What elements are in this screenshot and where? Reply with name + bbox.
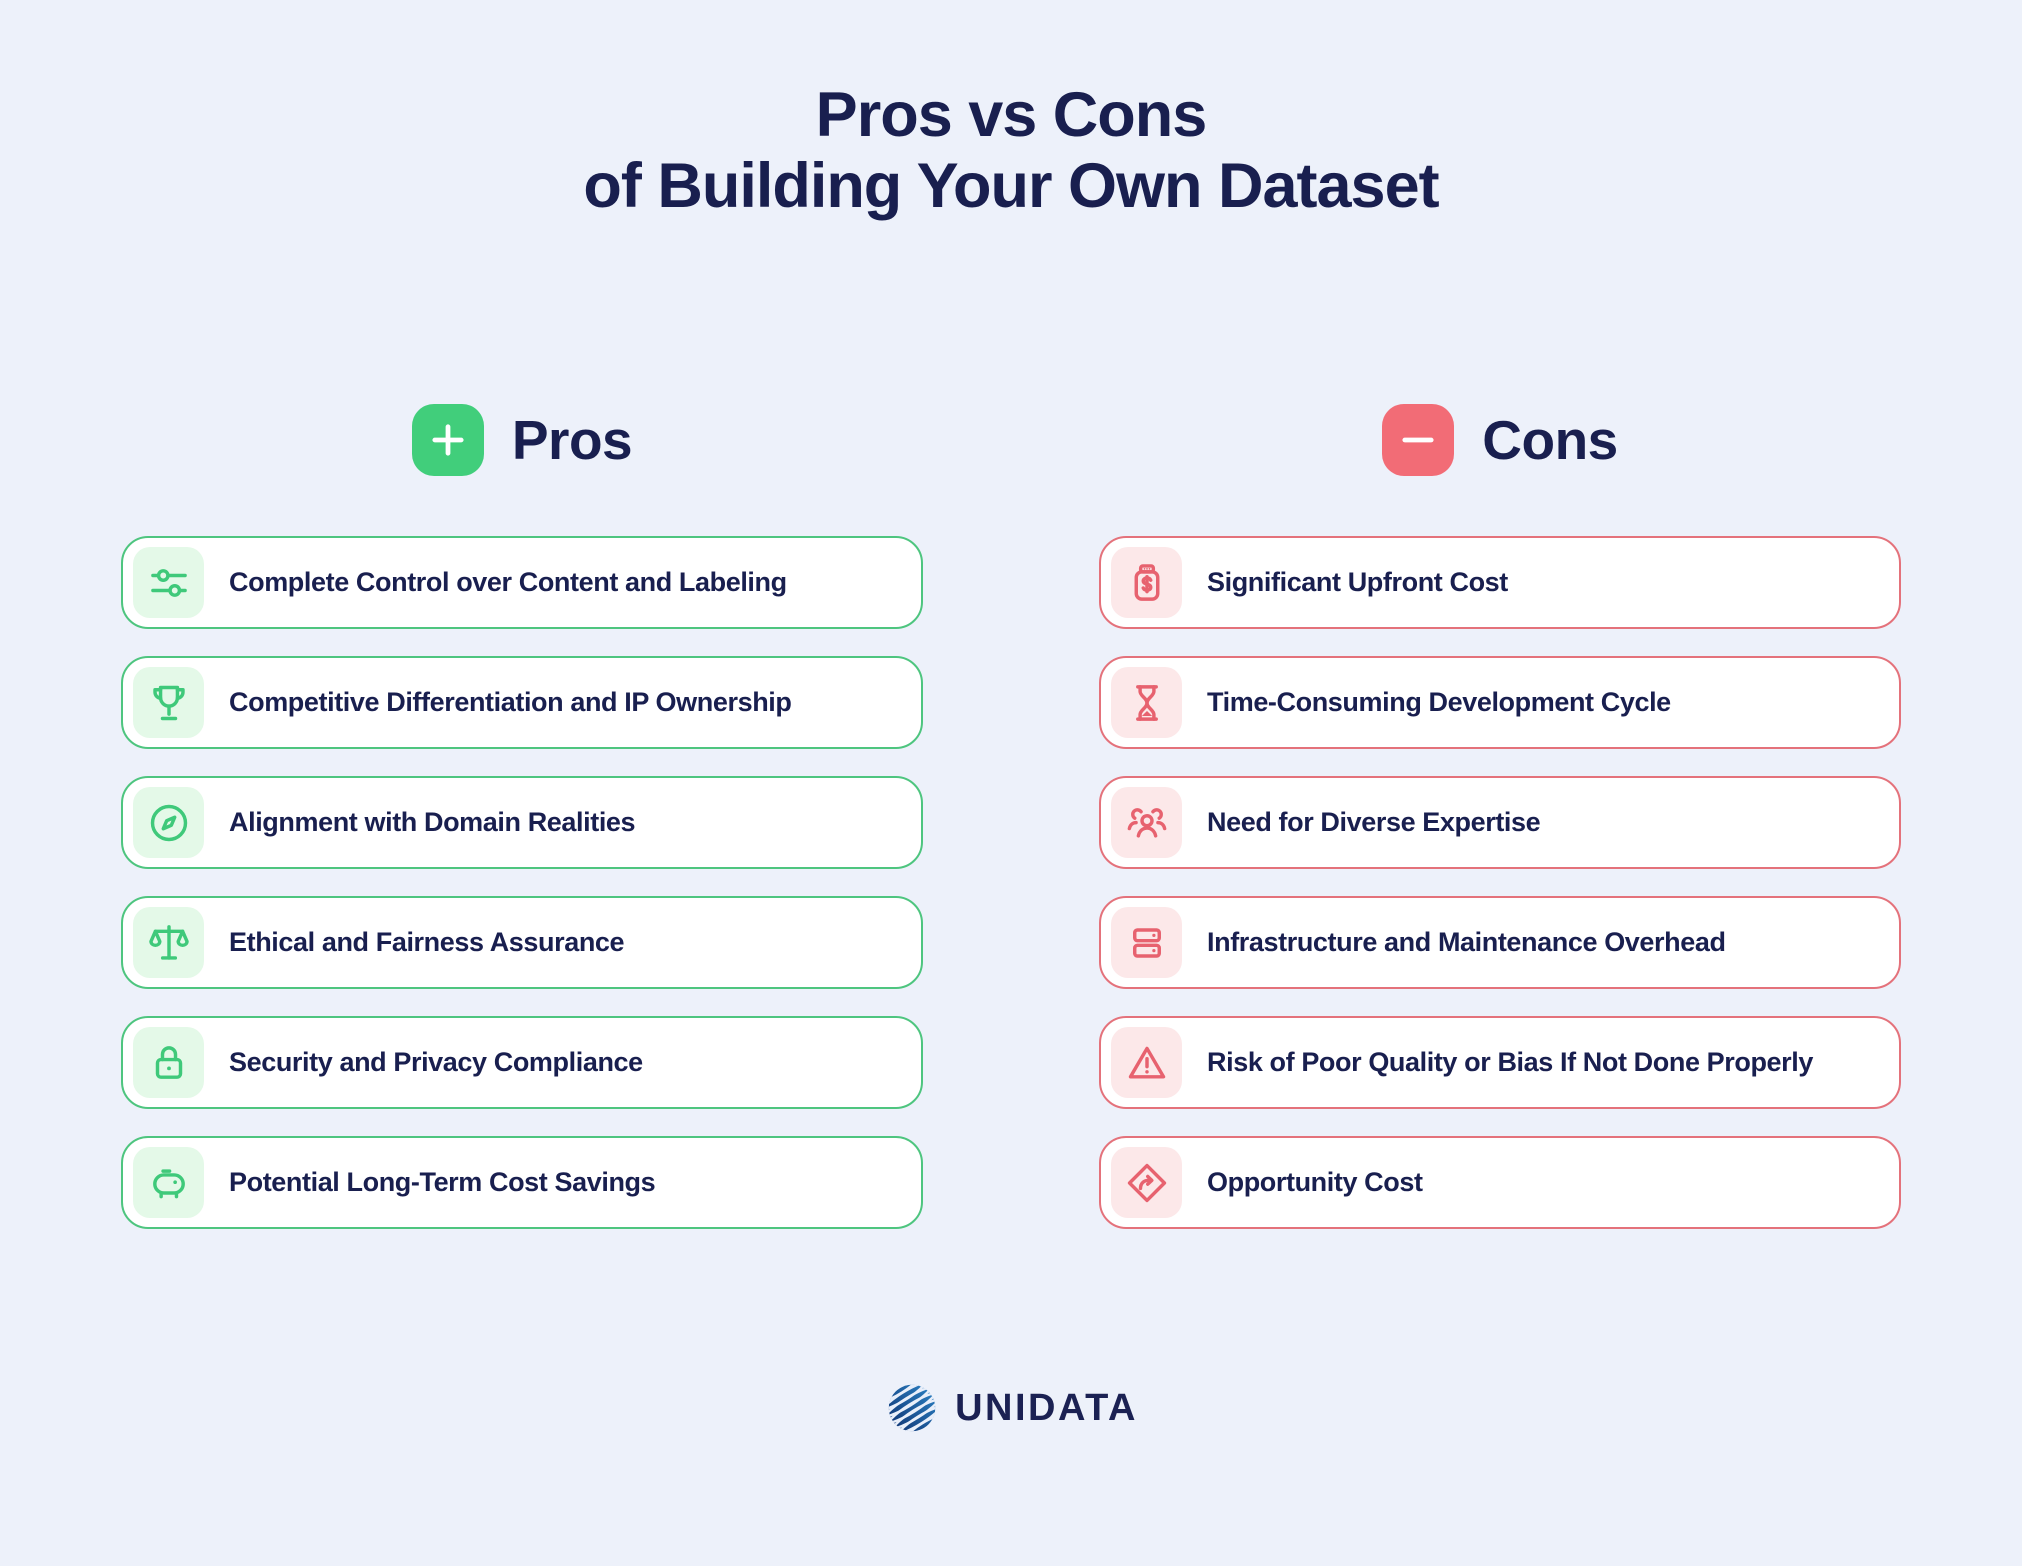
detour-icon: [1111, 1147, 1182, 1218]
pros-list: Complete Control over Content and Labeli…: [121, 536, 923, 1229]
brand-footer: UNIDATA: [0, 1380, 2022, 1436]
con-card-label: Need for Diverse Expertise: [1207, 807, 1541, 837]
pros-header: Pros: [121, 404, 923, 476]
pro-card: Complete Control over Content and Labeli…: [121, 536, 923, 629]
hourglass-icon: [1111, 667, 1182, 738]
cons-list: Significant Upfront Cost Time-Consuming …: [1099, 536, 1901, 1229]
warning-icon: [1111, 1027, 1182, 1098]
con-card-label: Opportunity Cost: [1207, 1167, 1423, 1197]
cons-header: Cons: [1099, 404, 1901, 476]
con-card-label: Time-Consuming Development Cycle: [1207, 687, 1671, 717]
page-title: Pros vs Cons of Building Your Own Datase…: [0, 80, 2022, 221]
pro-card-label: Complete Control over Content and Labeli…: [229, 567, 787, 597]
team-icon: [1111, 787, 1182, 858]
pro-card-label: Ethical and Fairness Assurance: [229, 927, 625, 957]
server-icon: [1111, 907, 1182, 978]
money-icon: [1111, 547, 1182, 618]
scales-icon: [133, 907, 204, 978]
con-card: Significant Upfront Cost: [1099, 536, 1901, 629]
piggy-bank-icon: [133, 1147, 204, 1218]
pro-card-label: Potential Long-Term Cost Savings: [229, 1167, 656, 1197]
page-title-line-2: of Building Your Own Dataset: [583, 150, 1439, 221]
con-card: Time-Consuming Development Cycle: [1099, 656, 1901, 749]
plus-icon: [411, 404, 484, 476]
brand-wordmark: UNIDATA: [955, 1386, 1138, 1429]
pro-card: Potential Long-Term Cost Savings: [121, 1136, 923, 1229]
page-title-line-1: Pros vs Cons: [815, 80, 1208, 150]
con-card: Need for Diverse Expertise: [1099, 776, 1901, 869]
pro-card: Alignment with Domain Realities: [121, 776, 923, 869]
compass-icon: [133, 787, 204, 858]
globe-icon: [884, 1380, 940, 1436]
pro-card: Competitive Differentiation and IP Owner…: [121, 656, 923, 749]
pro-card: Ethical and Fairness Assurance: [121, 896, 923, 989]
pro-card-label: Competitive Differentiation and IP Owner…: [229, 687, 792, 717]
lock-icon: [133, 1027, 204, 1098]
pro-card: Security and Privacy Compliance: [121, 1016, 923, 1109]
cons-header-label: Cons: [1482, 409, 1618, 471]
pro-card-label: Security and Privacy Compliance: [229, 1047, 643, 1077]
pro-card-label: Alignment with Domain Realities: [229, 807, 636, 837]
trophy-icon: [133, 667, 204, 738]
con-card: Risk of Poor Quality or Bias If Not Done…: [1099, 1016, 1901, 1109]
con-card: Infrastructure and Maintenance Overhead: [1099, 896, 1901, 989]
con-card: Opportunity Cost: [1099, 1136, 1901, 1229]
sliders-icon: [133, 547, 204, 618]
con-card-label: Infrastructure and Maintenance Overhead: [1207, 927, 1726, 957]
con-card-label: Significant Upfront Cost: [1207, 567, 1508, 597]
con-card-label: Risk of Poor Quality or Bias If Not Done…: [1207, 1047, 1814, 1077]
pros-header-label: Pros: [511, 409, 633, 471]
minus-icon: [1382, 404, 1455, 476]
